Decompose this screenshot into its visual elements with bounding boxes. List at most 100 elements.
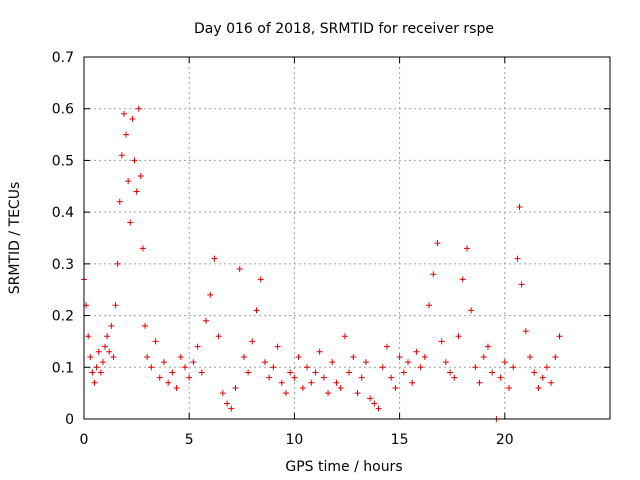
data-point xyxy=(308,379,315,386)
data-point xyxy=(203,317,210,324)
y-tick-label: 0.7 xyxy=(52,50,74,66)
data-point xyxy=(127,219,134,226)
data-point xyxy=(341,333,348,340)
data-point xyxy=(287,369,294,376)
data-point xyxy=(506,384,513,391)
data-point xyxy=(85,333,92,340)
y-axis-label: SRMTID / TECUs xyxy=(7,182,23,295)
data-point xyxy=(484,343,491,350)
x-tick-label: 10 xyxy=(285,432,303,448)
data-point xyxy=(472,364,479,371)
data-point xyxy=(215,333,222,340)
data-point xyxy=(426,302,433,309)
data-point xyxy=(160,359,167,366)
data-point xyxy=(219,390,226,397)
data-point xyxy=(468,307,475,314)
data-point xyxy=(139,245,146,252)
data-point xyxy=(379,364,386,371)
data-point xyxy=(489,369,496,376)
data-point xyxy=(110,353,117,360)
data-point xyxy=(295,353,302,360)
data-point xyxy=(337,384,344,391)
data-point xyxy=(245,369,252,376)
y-tick-label: 0.5 xyxy=(52,153,74,169)
data-point xyxy=(253,307,260,314)
data-point xyxy=(447,369,454,376)
data-point xyxy=(375,405,382,412)
y-tick-label: 0.6 xyxy=(52,102,74,118)
data-point xyxy=(114,260,121,267)
data-point xyxy=(362,359,369,366)
data-point xyxy=(152,338,159,345)
data-point xyxy=(413,348,420,355)
data-point xyxy=(358,374,365,381)
data-point xyxy=(240,353,247,360)
data-point xyxy=(463,245,470,252)
data-point xyxy=(186,374,193,381)
x-tick-label: 0 xyxy=(80,432,89,448)
data-point xyxy=(325,390,332,397)
data-point xyxy=(354,390,361,397)
data-point xyxy=(442,359,449,366)
data-points xyxy=(81,105,563,422)
data-point xyxy=(367,395,374,402)
data-point xyxy=(409,379,416,386)
data-point xyxy=(451,374,458,381)
data-point xyxy=(291,374,298,381)
data-point xyxy=(497,374,504,381)
data-point xyxy=(97,369,104,376)
data-point xyxy=(278,379,285,386)
data-point xyxy=(329,359,336,366)
data-point xyxy=(383,343,390,350)
data-point xyxy=(539,374,546,381)
data-point xyxy=(91,379,98,386)
data-point xyxy=(299,384,306,391)
data-point xyxy=(371,400,378,407)
chart-title: Day 016 of 2018, SRMTID for receiver rsp… xyxy=(194,21,494,37)
plot-frame xyxy=(83,56,611,420)
data-point xyxy=(102,343,109,350)
data-point xyxy=(207,291,214,298)
data-point xyxy=(181,364,188,371)
data-point xyxy=(108,322,115,329)
data-point xyxy=(257,276,264,283)
data-point xyxy=(392,384,399,391)
data-point xyxy=(350,353,357,360)
data-point xyxy=(312,369,319,376)
data-point xyxy=(137,172,144,179)
y-tick-label: 0.1 xyxy=(52,360,74,376)
grid-lines xyxy=(84,57,610,419)
data-point xyxy=(434,240,441,247)
data-point xyxy=(270,364,277,371)
data-point xyxy=(304,364,311,371)
data-point xyxy=(148,364,155,371)
data-point xyxy=(104,333,111,340)
y-tick-label: 0.4 xyxy=(52,205,74,221)
data-point xyxy=(123,131,130,138)
data-point xyxy=(405,359,412,366)
data-point xyxy=(198,369,205,376)
data-point xyxy=(421,353,428,360)
data-point xyxy=(522,328,529,335)
data-point xyxy=(480,353,487,360)
data-point xyxy=(261,359,268,366)
data-point xyxy=(93,364,100,371)
data-point xyxy=(120,110,127,117)
y-tick-label: 0 xyxy=(65,412,74,428)
data-point xyxy=(89,369,96,376)
data-point xyxy=(156,374,163,381)
data-point xyxy=(236,266,243,273)
data-point xyxy=(106,348,113,355)
data-point xyxy=(320,374,327,381)
data-point xyxy=(501,359,508,366)
data-point xyxy=(224,400,231,407)
data-point xyxy=(95,348,102,355)
data-point xyxy=(99,359,106,366)
data-point xyxy=(510,364,517,371)
data-point xyxy=(516,203,523,210)
data-point xyxy=(455,333,462,340)
data-point xyxy=(87,353,94,360)
data-point xyxy=(125,178,132,185)
data-point xyxy=(333,379,340,386)
x-tick-label: 15 xyxy=(391,432,409,448)
